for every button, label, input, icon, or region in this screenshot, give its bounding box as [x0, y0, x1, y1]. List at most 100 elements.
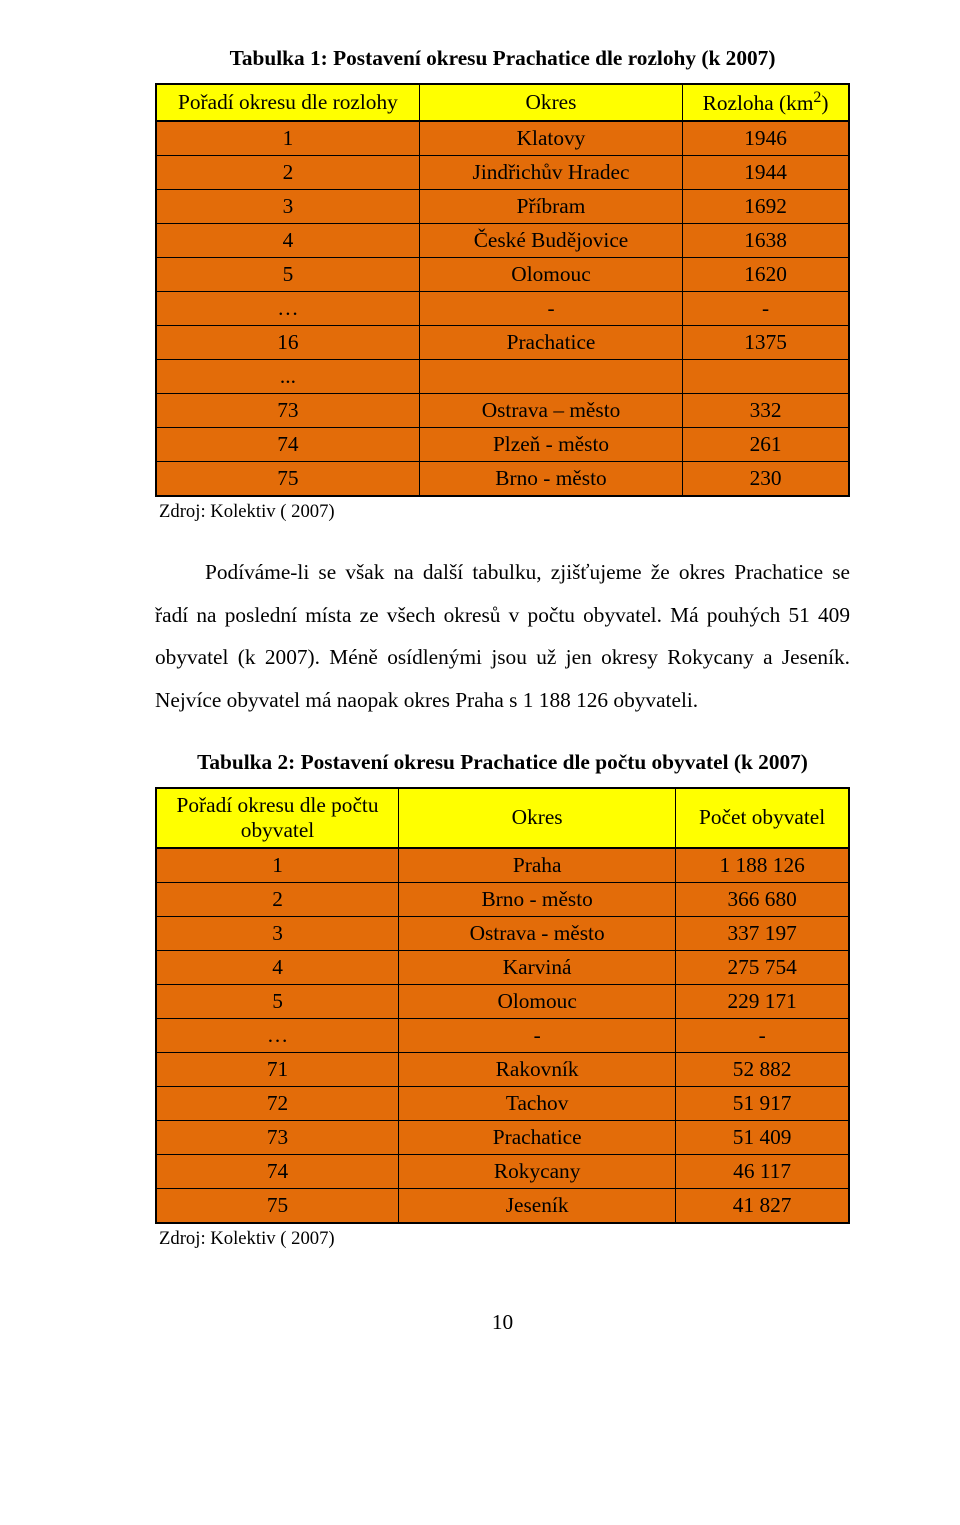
table-cell: 332 — [683, 394, 849, 428]
table-cell: České Budějovice — [419, 224, 682, 258]
table-cell: 16 — [156, 326, 419, 360]
table1-h1: Okres — [419, 84, 682, 121]
table1: Pořadí okresu dle rozlohy Okres Rozloha … — [155, 83, 850, 497]
table-cell: Jindřichův Hradec — [419, 156, 682, 190]
table2-h0: Pořadí okresu dle počtu obyvatel — [156, 788, 399, 848]
table-cell: 1692 — [683, 190, 849, 224]
table-row: 2Brno - město366 680 — [156, 882, 849, 916]
table-row: 75Jeseník41 827 — [156, 1188, 849, 1223]
table-cell: Brno - město — [419, 462, 682, 497]
table-cell: 3 — [156, 190, 419, 224]
table2: Pořadí okresu dle počtu obyvatel Okres P… — [155, 787, 850, 1224]
table1-title: Tabulka 1: Postavení okresu Prachatice d… — [155, 46, 850, 71]
table-cell: Rakovník — [399, 1052, 676, 1086]
table-cell: 229 171 — [676, 984, 849, 1018]
table-cell: Tachov — [399, 1086, 676, 1120]
table2-title: Tabulka 2: Postavení okresu Prachatice d… — [155, 750, 850, 775]
table-cell: 5 — [156, 984, 399, 1018]
table-cell: - — [419, 292, 682, 326]
table-cell: Příbram — [419, 190, 682, 224]
table-cell: 1944 — [683, 156, 849, 190]
table-cell: Prachatice — [419, 326, 682, 360]
body-paragraph: Podíváme-li se však na další tabulku, zj… — [155, 551, 850, 722]
table-cell: 1946 — [683, 121, 849, 156]
table-cell: 51 917 — [676, 1086, 849, 1120]
table-row: 5Olomouc1620 — [156, 258, 849, 292]
table-cell: Klatovy — [419, 121, 682, 156]
table1-source: Zdroj: Kolektiv ( 2007) — [159, 501, 850, 523]
table-cell: 1 188 126 — [676, 848, 849, 883]
table-cell: Plzeň - město — [419, 428, 682, 462]
table-cell: 2 — [156, 156, 419, 190]
table2-source: Zdroj: Kolektiv ( 2007) — [159, 1228, 850, 1250]
table-row: 2Jindřichův Hradec1944 — [156, 156, 849, 190]
table-cell — [683, 360, 849, 394]
table-row: 4České Budějovice1638 — [156, 224, 849, 258]
table-cell: Prachatice — [399, 1120, 676, 1154]
table-cell: 41 827 — [676, 1188, 849, 1223]
table-row: 1Praha1 188 126 — [156, 848, 849, 883]
table-cell: 5 — [156, 258, 419, 292]
table1-h2-post: ) — [821, 91, 828, 115]
table-row: 73Prachatice51 409 — [156, 1120, 849, 1154]
table-row: 71Rakovník52 882 — [156, 1052, 849, 1086]
table-cell: 230 — [683, 462, 849, 497]
table-cell — [419, 360, 682, 394]
table-row: 4Karviná275 754 — [156, 950, 849, 984]
table-cell: ... — [156, 360, 419, 394]
table-row: 74Rokycany46 117 — [156, 1154, 849, 1188]
table-cell: 275 754 — [676, 950, 849, 984]
table-cell: Praha — [399, 848, 676, 883]
table-cell: 51 409 — [676, 1120, 849, 1154]
table-cell: 366 680 — [676, 882, 849, 916]
table-row: 74Plzeň - město261 — [156, 428, 849, 462]
table-cell: 72 — [156, 1086, 399, 1120]
table-cell: 4 — [156, 950, 399, 984]
table-cell: 1638 — [683, 224, 849, 258]
table-cell: 73 — [156, 1120, 399, 1154]
table1-header-row: Pořadí okresu dle rozlohy Okres Rozloha … — [156, 84, 849, 121]
table-cell: 75 — [156, 1188, 399, 1223]
table1-h0: Pořadí okresu dle rozlohy — [156, 84, 419, 121]
table-cell: 1 — [156, 848, 399, 883]
table-cell: 1375 — [683, 326, 849, 360]
table2-h1: Okres — [399, 788, 676, 848]
table-cell: Olomouc — [419, 258, 682, 292]
table-cell: 337 197 — [676, 916, 849, 950]
table-cell: 75 — [156, 462, 419, 497]
table-cell: 261 — [683, 428, 849, 462]
table-cell: 4 — [156, 224, 419, 258]
table-cell: Olomouc — [399, 984, 676, 1018]
table-cell: 74 — [156, 428, 419, 462]
table-row: 5Olomouc229 171 — [156, 984, 849, 1018]
table1-h2-pre: Rozloha (km — [703, 91, 814, 115]
table-row: 3Ostrava - město337 197 — [156, 916, 849, 950]
table-cell: Rokycany — [399, 1154, 676, 1188]
table-row: 16Prachatice1375 — [156, 326, 849, 360]
table-cell: - — [399, 1018, 676, 1052]
table-cell: - — [676, 1018, 849, 1052]
table-row: 3Příbram1692 — [156, 190, 849, 224]
page-number: 10 — [155, 1310, 850, 1335]
table-cell: 71 — [156, 1052, 399, 1086]
table-cell: … — [156, 292, 419, 326]
table2-h2: Počet obyvatel — [676, 788, 849, 848]
table-row: 1Klatovy1946 — [156, 121, 849, 156]
table-row: …-- — [156, 1018, 849, 1052]
table-cell: - — [683, 292, 849, 326]
table-cell: 74 — [156, 1154, 399, 1188]
table1-h2: Rozloha (km2) — [683, 84, 849, 121]
table-cell: Karviná — [399, 950, 676, 984]
table-cell: Ostrava - město — [399, 916, 676, 950]
table-cell: 2 — [156, 882, 399, 916]
table-row: 73Ostrava – město332 — [156, 394, 849, 428]
table-cell: Brno - město — [399, 882, 676, 916]
table-cell: 46 117 — [676, 1154, 849, 1188]
table-row: 75Brno - město230 — [156, 462, 849, 497]
table-cell: 73 — [156, 394, 419, 428]
table-row: ... — [156, 360, 849, 394]
table-row: …-- — [156, 292, 849, 326]
table-cell: 3 — [156, 916, 399, 950]
table-cell: … — [156, 1018, 399, 1052]
table2-header-row: Pořadí okresu dle počtu obyvatel Okres P… — [156, 788, 849, 848]
